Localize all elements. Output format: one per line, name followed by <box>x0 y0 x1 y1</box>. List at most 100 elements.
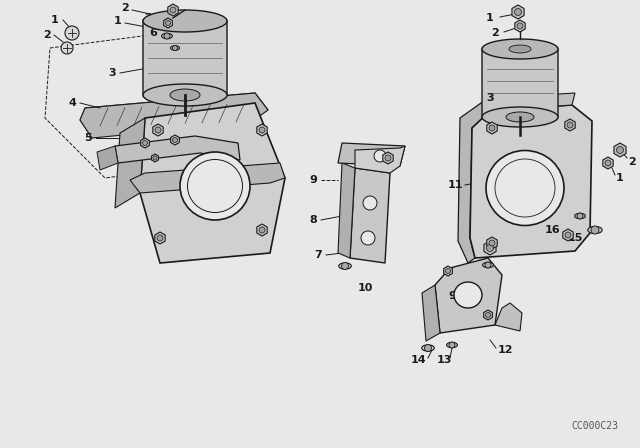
Ellipse shape <box>509 45 531 53</box>
Circle shape <box>489 125 495 131</box>
Polygon shape <box>487 122 497 134</box>
Polygon shape <box>435 258 502 333</box>
Circle shape <box>565 232 571 238</box>
Text: 9: 9 <box>448 291 456 301</box>
Polygon shape <box>152 154 159 162</box>
Polygon shape <box>495 303 522 331</box>
Polygon shape <box>257 224 267 236</box>
Circle shape <box>173 138 177 142</box>
Circle shape <box>164 33 170 39</box>
Circle shape <box>424 345 431 352</box>
Text: 10: 10 <box>462 291 477 301</box>
Text: 1: 1 <box>486 13 494 23</box>
Polygon shape <box>171 135 179 145</box>
Ellipse shape <box>422 345 435 351</box>
Circle shape <box>385 155 391 161</box>
Text: 5: 5 <box>84 133 92 143</box>
Circle shape <box>374 150 386 162</box>
Polygon shape <box>80 93 268 138</box>
Polygon shape <box>85 93 268 126</box>
Polygon shape <box>97 146 118 170</box>
Ellipse shape <box>454 282 482 308</box>
Polygon shape <box>140 103 285 263</box>
Circle shape <box>605 160 611 166</box>
Circle shape <box>361 231 375 245</box>
Ellipse shape <box>339 263 351 269</box>
Text: CC000C23: CC000C23 <box>572 421 618 431</box>
Ellipse shape <box>180 152 250 220</box>
Text: 2: 2 <box>121 3 129 13</box>
Polygon shape <box>422 285 440 341</box>
Polygon shape <box>484 310 492 320</box>
Text: 12: 12 <box>497 345 513 355</box>
Polygon shape <box>164 18 172 28</box>
Text: 11: 11 <box>447 180 463 190</box>
Text: 2: 2 <box>43 30 51 40</box>
Polygon shape <box>141 138 149 148</box>
Circle shape <box>616 146 623 154</box>
Ellipse shape <box>588 226 602 233</box>
Polygon shape <box>490 93 575 111</box>
Text: 3: 3 <box>486 93 494 103</box>
Text: 3: 3 <box>108 68 116 78</box>
Circle shape <box>143 141 147 146</box>
Circle shape <box>567 122 573 128</box>
Circle shape <box>486 245 493 251</box>
Ellipse shape <box>506 112 534 122</box>
Text: 1: 1 <box>114 16 122 26</box>
Text: 7: 7 <box>314 250 322 260</box>
Circle shape <box>170 7 176 13</box>
Polygon shape <box>458 98 495 263</box>
Text: 2: 2 <box>491 28 499 38</box>
Polygon shape <box>338 143 405 166</box>
Polygon shape <box>155 232 165 244</box>
Text: 16: 16 <box>544 225 560 235</box>
Polygon shape <box>614 143 626 157</box>
Polygon shape <box>80 108 100 138</box>
Ellipse shape <box>170 89 200 101</box>
Text: 1: 1 <box>616 173 624 183</box>
Circle shape <box>342 263 349 270</box>
Circle shape <box>517 23 523 29</box>
Polygon shape <box>603 157 613 169</box>
Circle shape <box>591 226 599 234</box>
FancyBboxPatch shape <box>143 19 227 97</box>
Circle shape <box>155 127 161 133</box>
Circle shape <box>489 240 495 246</box>
Polygon shape <box>383 152 393 164</box>
Polygon shape <box>484 241 496 255</box>
Circle shape <box>65 26 79 40</box>
Ellipse shape <box>575 213 586 219</box>
Text: 14: 14 <box>410 355 426 365</box>
Polygon shape <box>487 237 497 249</box>
Text: 13: 13 <box>436 355 452 365</box>
Polygon shape <box>257 124 267 136</box>
Text: 4: 4 <box>68 98 76 108</box>
Circle shape <box>449 342 455 348</box>
Polygon shape <box>563 229 573 241</box>
Ellipse shape <box>161 33 172 39</box>
Text: 15: 15 <box>567 233 582 243</box>
Polygon shape <box>515 20 525 32</box>
Text: 1: 1 <box>51 15 59 25</box>
Circle shape <box>259 227 265 233</box>
Ellipse shape <box>143 84 227 106</box>
Text: 9: 9 <box>309 175 317 185</box>
Text: 8: 8 <box>309 215 317 225</box>
Polygon shape <box>153 124 163 136</box>
Ellipse shape <box>482 107 558 127</box>
Ellipse shape <box>170 46 179 50</box>
Ellipse shape <box>482 39 558 59</box>
Ellipse shape <box>447 342 458 348</box>
Ellipse shape <box>143 10 227 32</box>
Text: 2: 2 <box>628 157 636 167</box>
Polygon shape <box>168 4 178 16</box>
Text: 10: 10 <box>357 283 372 293</box>
Circle shape <box>485 262 491 268</box>
Circle shape <box>259 127 265 133</box>
Polygon shape <box>355 146 405 173</box>
Circle shape <box>166 21 170 26</box>
Circle shape <box>515 9 522 16</box>
Ellipse shape <box>486 151 564 225</box>
FancyBboxPatch shape <box>482 47 558 119</box>
